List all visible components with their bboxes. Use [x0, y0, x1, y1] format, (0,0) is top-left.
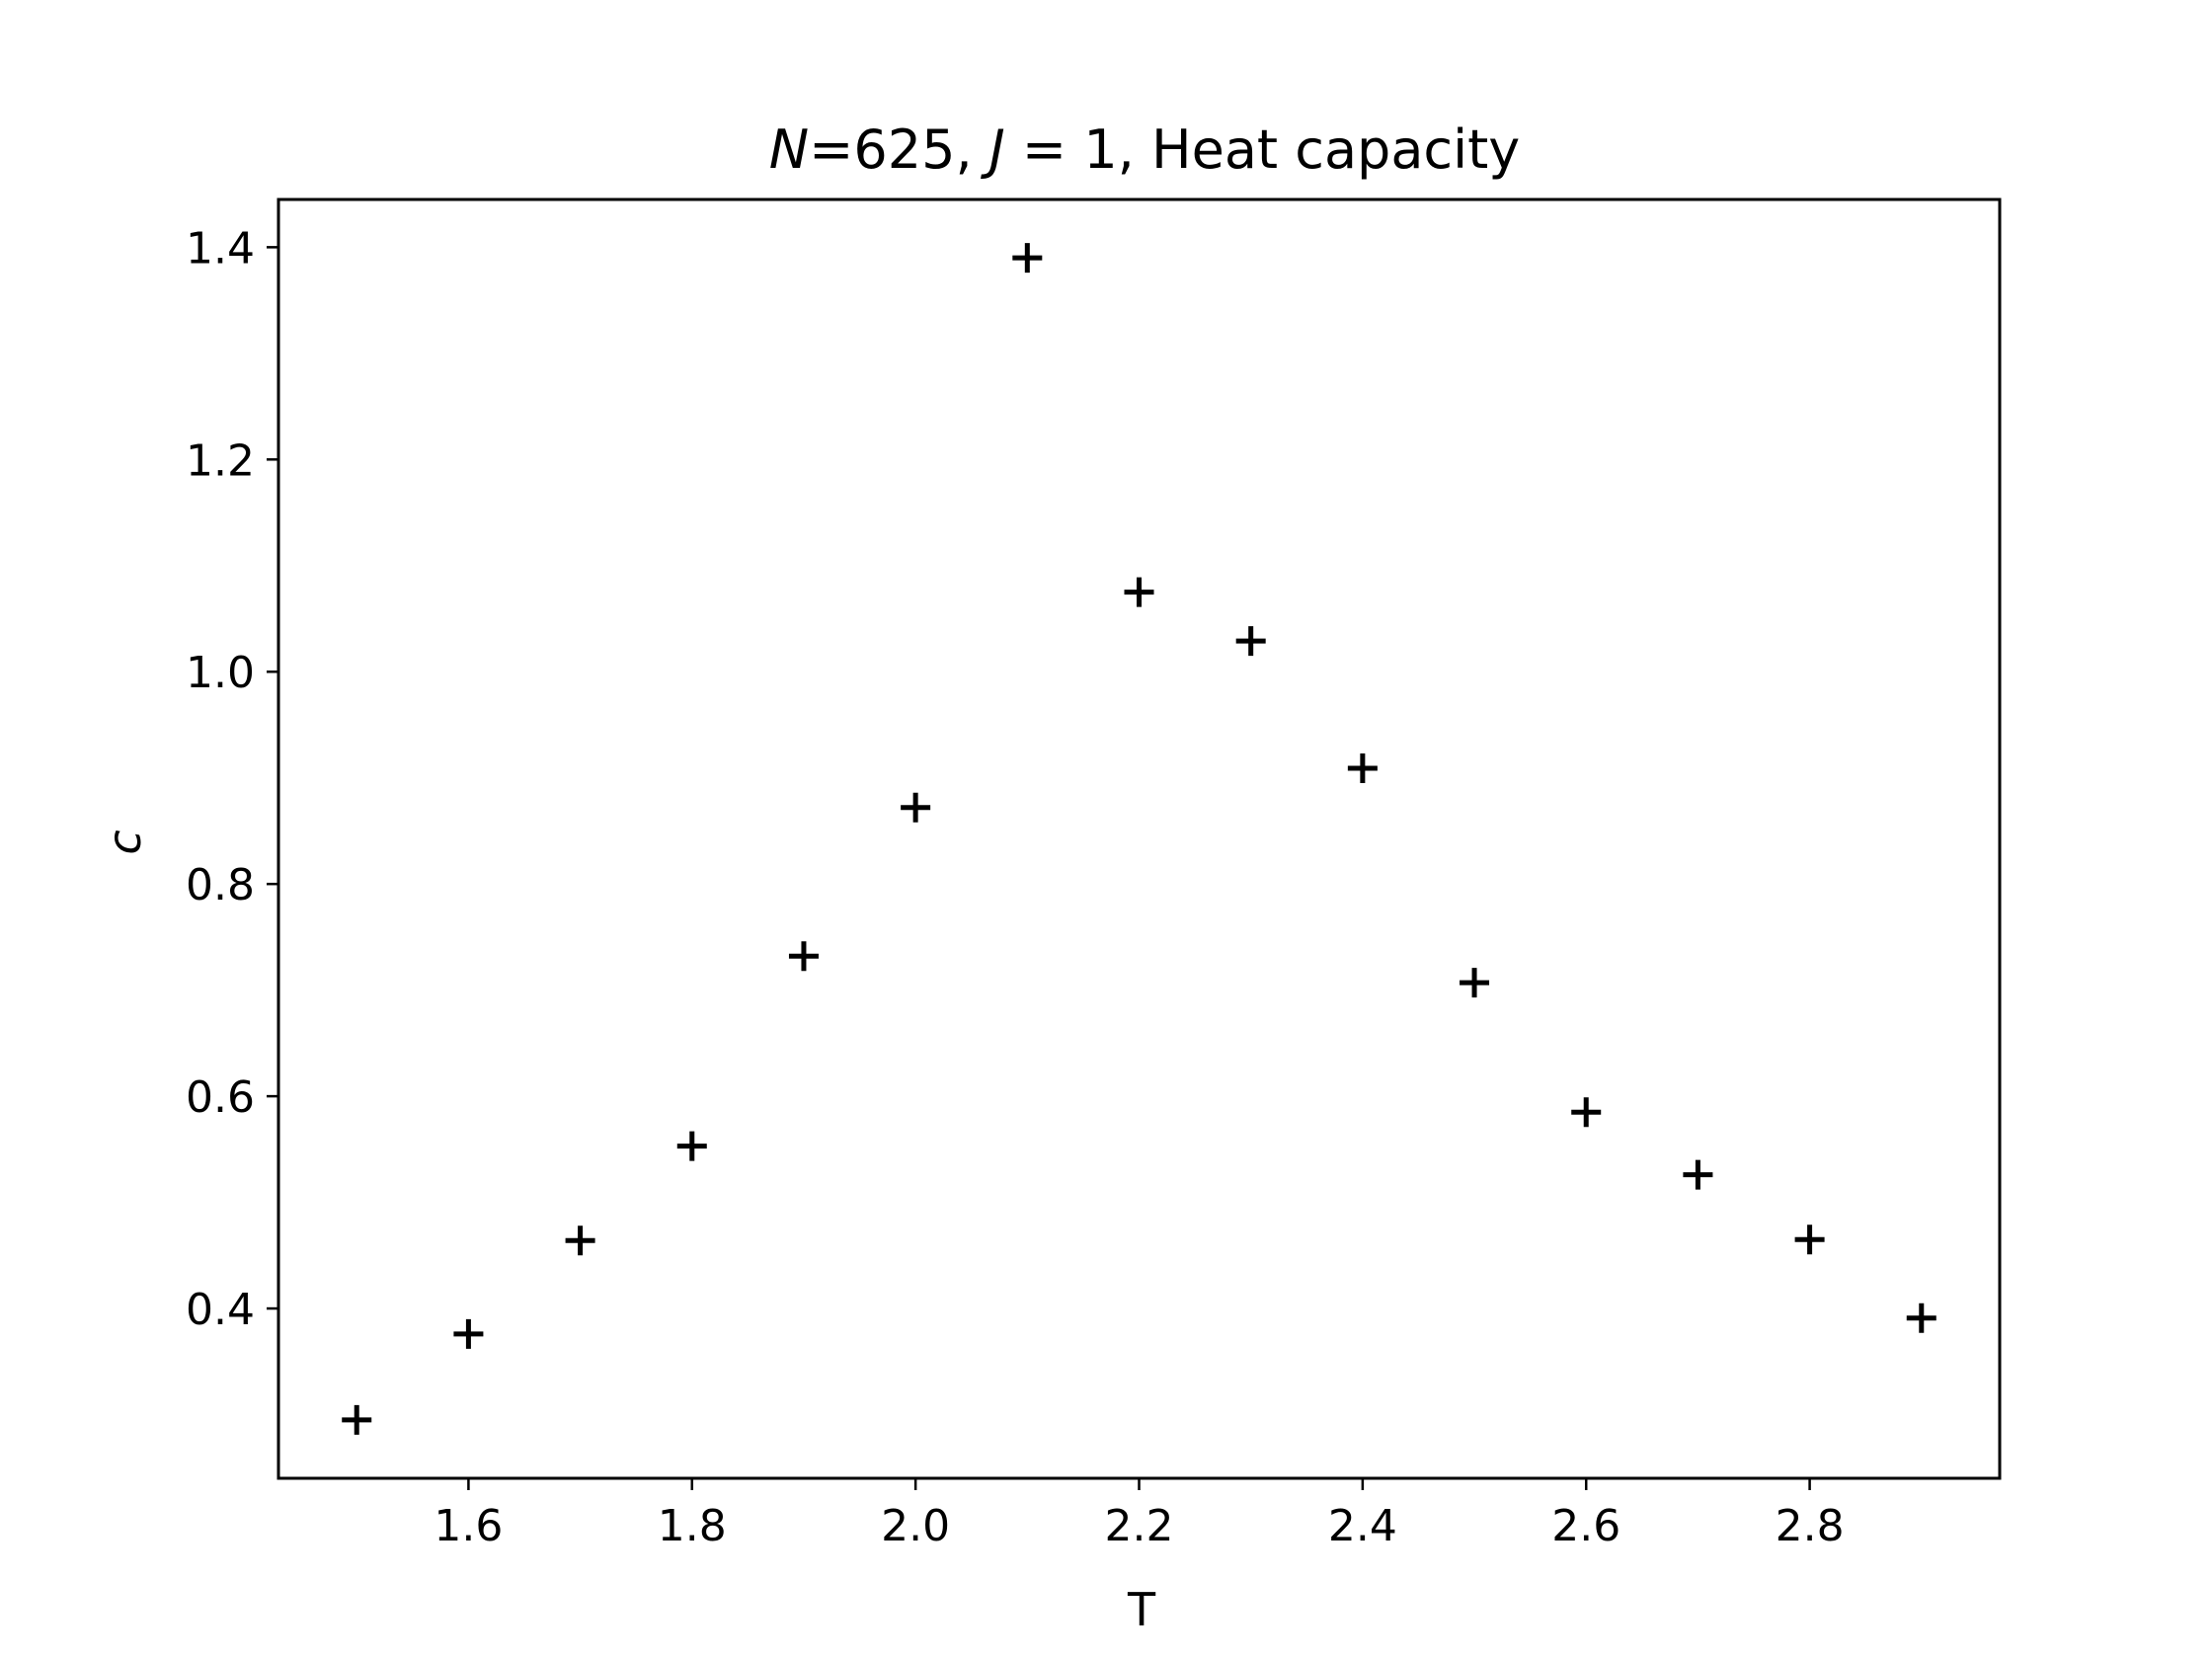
data-point-0-5 [901, 792, 931, 823]
data-point-0-14 [1906, 1303, 1936, 1333]
x-tick-label-2: 2.0 [881, 1501, 950, 1551]
x-tick-label-1: 1.8 [658, 1501, 727, 1551]
data-point-0-11 [1571, 1097, 1602, 1128]
data-point-0-1 [453, 1318, 484, 1349]
x-tick-label-4: 2.4 [1328, 1501, 1397, 1551]
y-tick-label-3: 1.0 [186, 648, 255, 698]
data-point-0-10 [1460, 968, 1490, 998]
data-point-0-8 [1235, 626, 1266, 657]
data-point-0-7 [1124, 577, 1154, 607]
title-j-value: = 1, Heat capacity [1005, 118, 1521, 181]
title-n-var: N [769, 118, 809, 181]
data-point-0-2 [565, 1225, 595, 1256]
x-tick-label-3: 2.2 [1105, 1501, 1174, 1551]
title-n-value: =625, [809, 118, 989, 181]
x-tick-label-0: 1.6 [434, 1501, 503, 1551]
data-point-0-4 [788, 941, 819, 972]
data-point-0-6 [1012, 243, 1043, 274]
x-axis-label: T [1127, 1583, 1156, 1636]
data-point-0-9 [1347, 753, 1378, 784]
data-point-0-3 [676, 1131, 707, 1161]
y-tick-label-0: 0.4 [186, 1285, 255, 1335]
x-tick-label-6: 2.8 [1776, 1501, 1845, 1551]
y-tick-label-1: 0.6 [186, 1072, 255, 1123]
y-tick-label-5: 1.4 [186, 223, 255, 274]
data-point-0-13 [1794, 1224, 1825, 1255]
plot-area: 1.6 1.8 2.0 2.2 2.4 2.6 2.8 0.4 0.6 0.8 1.0 1.2 1.4 [186, 198, 2002, 1551]
data-point-0-12 [1683, 1159, 1713, 1190]
y-tick-label-4: 1.2 [186, 435, 255, 486]
y-tick-label-2: 0.8 [186, 860, 255, 910]
x-tick-label-5: 2.6 [1551, 1501, 1620, 1551]
data-point-0-0 [342, 1404, 372, 1435]
chart-title: N=625, J = 1, Heat capacity [769, 118, 1521, 181]
y-axis-label: c [98, 830, 151, 854]
